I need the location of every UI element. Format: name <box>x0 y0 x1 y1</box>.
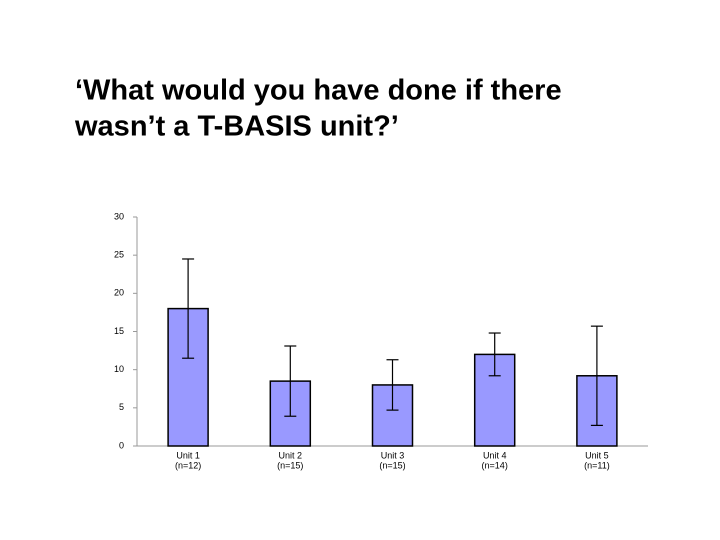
chart-title-line: wasn’t a T-BASIS unit?’ <box>74 111 399 143</box>
chart-title-line: ‘What would you have done if there <box>75 75 562 107</box>
y-tick-label: 15 <box>114 326 124 336</box>
x-tick-label: (n=12) <box>175 460 201 470</box>
error-bar <box>386 359 399 411</box>
y-tick-label: 10 <box>114 364 124 374</box>
x-tick-label: (n=15) <box>277 460 303 470</box>
error-bar <box>182 258 195 359</box>
y-tick-label: 0 <box>119 440 124 450</box>
y-tick-label: 25 <box>114 250 124 260</box>
x-tick-label: (n=14) <box>482 460 508 470</box>
x-tick-label: (n=15) <box>379 460 405 470</box>
error-bar <box>284 345 297 417</box>
error-bar <box>590 325 603 426</box>
y-tick-label: 5 <box>119 402 124 412</box>
x-tick-label: Unit 3 <box>381 450 405 460</box>
y-tick-label: 20 <box>114 288 124 298</box>
y-tick-label: 30 <box>114 211 124 221</box>
error-bar <box>488 332 501 377</box>
x-tick-label: Unit 1 <box>176 450 200 460</box>
x-tick-label: Unit 2 <box>279 450 303 460</box>
x-tick-label: (n=11) <box>584 460 610 470</box>
x-tick-label: Unit 5 <box>585 450 609 460</box>
x-tick-label: Unit 4 <box>483 450 507 460</box>
